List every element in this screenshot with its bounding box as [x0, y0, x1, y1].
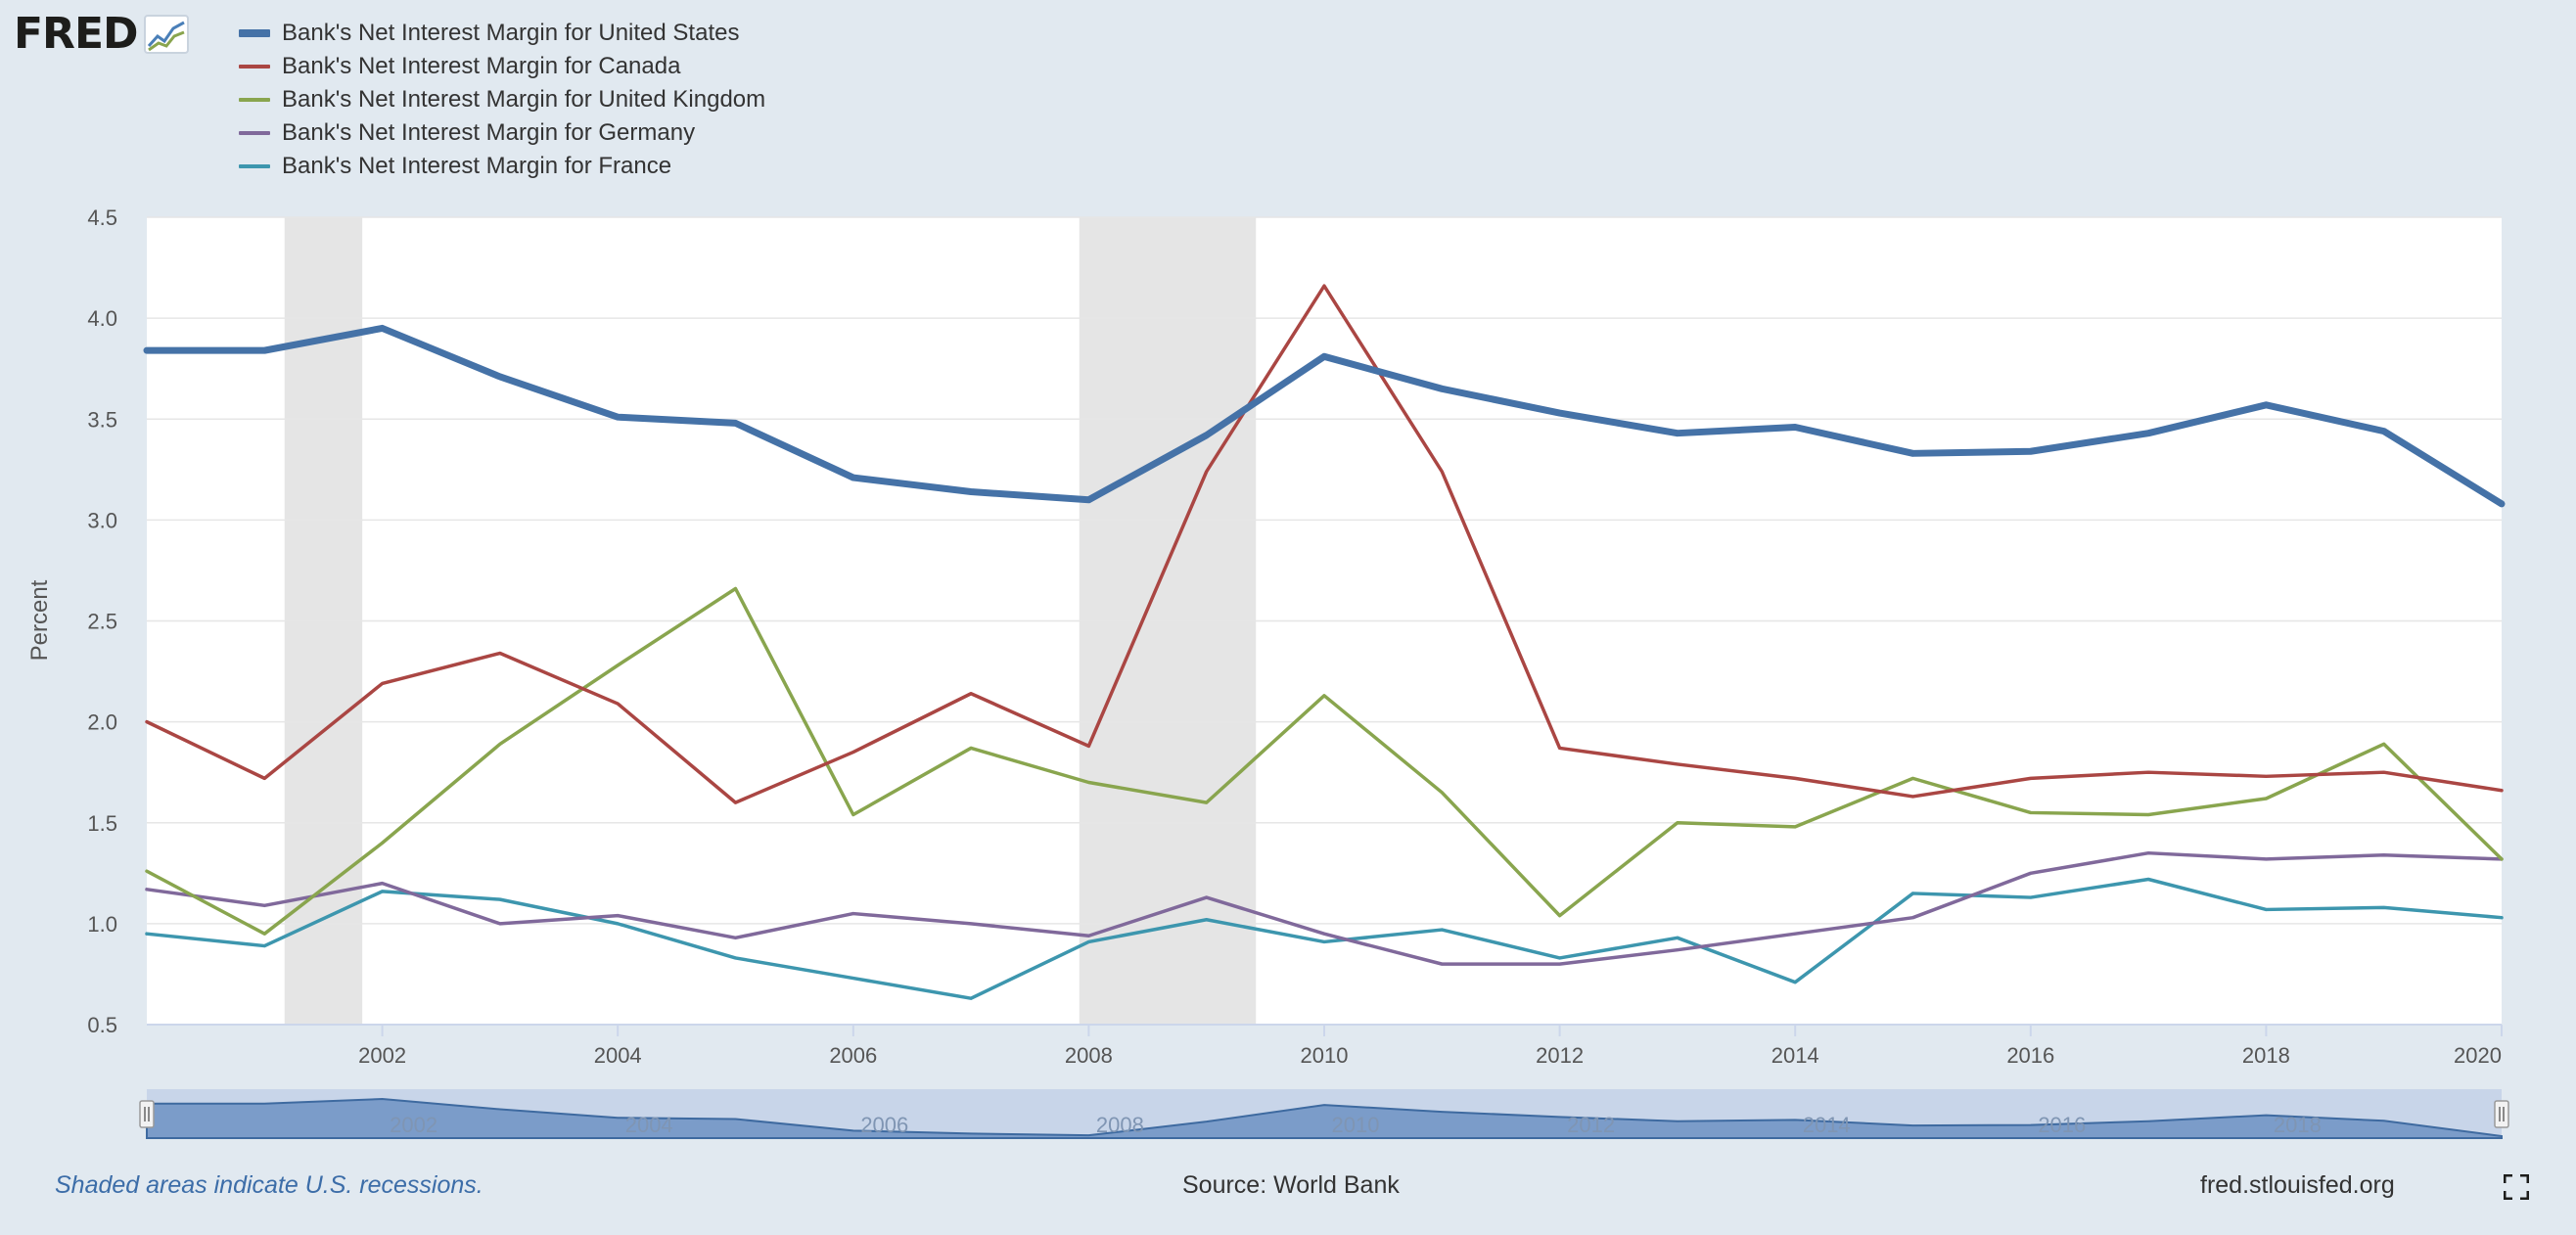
- legend-item-germany[interactable]: Bank's Net Interest Margin for Germany: [239, 116, 765, 150]
- navigator-tick-label: 2002: [390, 1113, 437, 1137]
- legend-label: Bank's Net Interest Margin for France: [282, 153, 672, 179]
- fullscreen-icon[interactable]: [2504, 1174, 2529, 1200]
- y-tick-label: 2.0: [87, 710, 117, 735]
- legend-swatch: [239, 131, 270, 135]
- navigator-tick-label: 2016: [2038, 1113, 2086, 1137]
- navigator-tick-label: 2012: [1567, 1113, 1615, 1137]
- x-tick-label: 2016: [2006, 1043, 2054, 1068]
- series-line-canada[interactable]: [145, 284, 2504, 804]
- y-tick-label: 2.5: [87, 610, 117, 634]
- y-tick-label: 3.5: [87, 407, 117, 432]
- series-line-france[interactable]: [145, 877, 2504, 1000]
- chart-legend: Bank's Net Interest Margin for United St…: [239, 17, 765, 183]
- line-chart: 0.5 1.0 1.5 2.0 2.5 3.0 3.5 4.0 4.5 2002 2004 2006…: [26, 206, 2509, 1139]
- x-tick-label: 2002: [358, 1043, 406, 1068]
- legend-swatch: [239, 65, 270, 69]
- legend-label: Bank's Net Interest Margin for United Ki…: [282, 86, 766, 113]
- x-tick-label: 2008: [1065, 1043, 1113, 1068]
- navigator-handle-left[interactable]: [139, 1100, 155, 1128]
- legend-item-uk[interactable]: Bank's Net Interest Margin for United Ki…: [239, 83, 765, 116]
- range-navigator[interactable]: 2002 2004 2006 2008 2010 2012 2014 2016 2018: [139, 1089, 2509, 1139]
- series-line-us[interactable]: [143, 324, 2506, 508]
- navigator-handle-right[interactable]: [2494, 1100, 2509, 1128]
- x-tick-label: 2010: [1301, 1043, 1349, 1068]
- navigator-series: [146, 1097, 2503, 1139]
- legend-swatch: [239, 29, 270, 37]
- data-source: Source: World Bank: [1182, 1171, 1400, 1199]
- y-tick-label: 1.5: [87, 811, 117, 836]
- fred-logo-text: FRED: [14, 9, 139, 59]
- y-tick-label: 0.5: [87, 1013, 117, 1037]
- y-axis-ticks: 0.5 1.0 1.5 2.0 2.5 3.0 3.5 4.0 4.5: [87, 206, 117, 1037]
- recession-note: Shaded areas indicate U.S. recessions.: [55, 1171, 483, 1199]
- legend-item-canada[interactable]: Bank's Net Interest Margin for Canada: [239, 50, 765, 83]
- site-link[interactable]: fred.stlouisfed.org: [2200, 1171, 2395, 1199]
- navigator-tick-label: 2010: [1332, 1113, 1380, 1137]
- legend-label: Bank's Net Interest Margin for Canada: [282, 53, 681, 79]
- series-line-germany[interactable]: [145, 850, 2504, 966]
- x-tick-label: 2018: [2242, 1043, 2290, 1068]
- x-axis-ticks: 2002 2004 2006 2008 2010 2012 2014 2016 2018 2020: [358, 1025, 2503, 1068]
- y-tick-label: 4.0: [87, 306, 117, 331]
- legend-label: Bank's Net Interest Margin for United St…: [282, 20, 740, 46]
- legend-swatch: [239, 164, 270, 168]
- fred-logo[interactable]: FRED: [14, 10, 189, 59]
- y-tick-label: 3.0: [87, 508, 117, 532]
- legend-item-us[interactable]: Bank's Net Interest Margin for United St…: [239, 17, 765, 50]
- x-tick-label: 2004: [594, 1043, 642, 1068]
- navigator-tick-label: 2004: [625, 1113, 673, 1137]
- x-tick-label: 2012: [1536, 1043, 1584, 1068]
- fred-chart-icon: [143, 15, 189, 54]
- x-tick-label: 2020: [2454, 1043, 2502, 1068]
- series-line-uk[interactable]: [145, 586, 2504, 936]
- navigator-tick-label: 2008: [1096, 1113, 1144, 1137]
- x-tick-label: 2006: [829, 1043, 877, 1068]
- y-axis-title: Percent: [26, 579, 53, 661]
- navigator-tick-label: 2006: [860, 1113, 908, 1137]
- navigator-tick-label: 2018: [2274, 1113, 2322, 1137]
- y-tick-label: 4.5: [87, 206, 117, 230]
- legend-item-france[interactable]: Bank's Net Interest Margin for France: [239, 150, 765, 183]
- y-tick-label: 1.0: [87, 912, 117, 937]
- navigator-tick-label: 2014: [1803, 1113, 1851, 1137]
- legend-label: Bank's Net Interest Margin for Germany: [282, 119, 696, 146]
- x-tick-label: 2014: [1771, 1043, 1819, 1068]
- data-series: [143, 284, 2506, 1000]
- legend-swatch: [239, 98, 270, 102]
